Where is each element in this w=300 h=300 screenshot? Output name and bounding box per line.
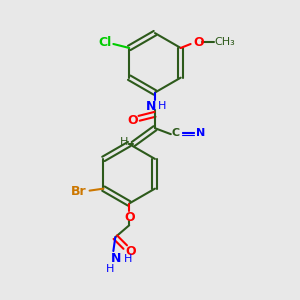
Text: N: N [111,253,122,266]
Text: Br: Br [71,185,86,198]
Text: H: H [120,137,128,147]
Text: N: N [196,128,205,138]
Text: Cl: Cl [99,35,112,49]
Text: C: C [172,128,180,138]
Text: O: O [124,211,134,224]
Text: O: O [126,244,136,258]
Text: O: O [193,35,204,49]
Text: O: O [128,114,139,127]
Text: CH₃: CH₃ [214,37,235,47]
Text: H: H [124,254,132,264]
Text: N: N [146,100,156,113]
Text: H: H [106,264,115,274]
Text: H: H [158,101,166,111]
